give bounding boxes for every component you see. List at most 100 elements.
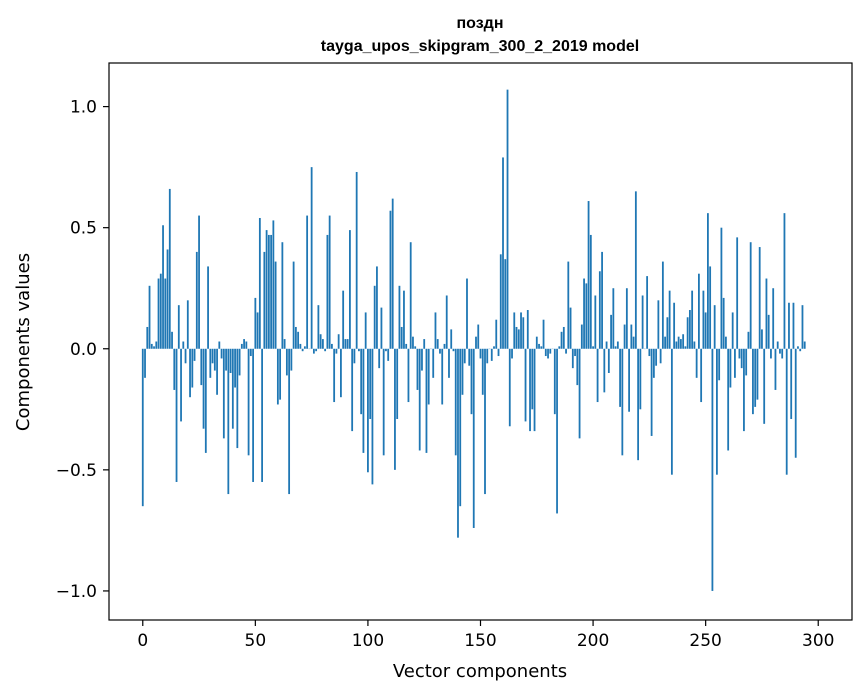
bar xyxy=(747,331,750,349)
bar xyxy=(565,348,567,354)
bar xyxy=(405,343,408,349)
bar xyxy=(616,341,619,349)
bar xyxy=(515,326,518,349)
bar xyxy=(168,188,171,349)
bar xyxy=(184,348,187,364)
bar xyxy=(254,297,257,349)
bar xyxy=(675,341,678,349)
bar xyxy=(677,336,680,349)
bar xyxy=(693,341,696,349)
y-tick-label: 0.5 xyxy=(70,219,97,239)
bar xyxy=(684,346,687,349)
bar xyxy=(704,312,707,349)
bar xyxy=(738,348,741,359)
bar xyxy=(770,348,772,359)
bar xyxy=(758,247,761,349)
bar xyxy=(209,348,212,378)
bar xyxy=(263,251,266,349)
bar xyxy=(506,89,509,349)
chart-title: поздн xyxy=(457,15,504,32)
bar xyxy=(301,348,304,352)
bar xyxy=(785,348,788,475)
bar xyxy=(288,348,291,495)
bar xyxy=(144,348,146,378)
bar xyxy=(281,242,284,349)
bar xyxy=(173,348,176,390)
plot-frame xyxy=(108,62,853,621)
bar xyxy=(632,336,635,349)
bar xyxy=(412,336,414,349)
bar xyxy=(517,329,520,349)
bar xyxy=(783,213,786,349)
bar xyxy=(585,283,588,349)
bar xyxy=(272,220,275,349)
bar xyxy=(231,348,234,429)
bar xyxy=(646,276,649,349)
bar xyxy=(761,329,763,349)
bar xyxy=(436,339,439,349)
bar xyxy=(648,348,651,357)
bar xyxy=(481,348,484,395)
bar xyxy=(222,348,225,439)
bar xyxy=(229,348,232,373)
bar xyxy=(391,198,394,349)
bar xyxy=(146,326,149,349)
bar xyxy=(166,249,169,349)
bar xyxy=(220,348,223,359)
bar xyxy=(700,348,703,403)
bar xyxy=(234,348,236,388)
y-tick-label: −0.5 xyxy=(56,461,97,481)
bar xyxy=(479,348,482,359)
bar xyxy=(520,312,522,349)
bar xyxy=(466,278,468,349)
bar xyxy=(772,288,775,349)
bar xyxy=(162,225,164,349)
bar xyxy=(177,305,180,349)
bar xyxy=(657,300,660,349)
bar xyxy=(285,348,288,376)
bar xyxy=(499,254,502,349)
bar xyxy=(587,201,590,349)
bar xyxy=(218,341,221,349)
bar xyxy=(358,348,360,352)
bar xyxy=(227,348,230,495)
bar xyxy=(774,348,777,390)
bar xyxy=(630,324,633,349)
bar xyxy=(803,341,806,349)
bar xyxy=(193,348,196,361)
bar xyxy=(763,348,766,424)
bar xyxy=(776,341,779,349)
bar xyxy=(247,348,250,456)
bar xyxy=(790,348,793,419)
bar xyxy=(321,339,324,349)
bar xyxy=(553,348,556,415)
bar xyxy=(317,305,320,349)
bar xyxy=(157,278,160,349)
bar xyxy=(794,348,797,458)
bar xyxy=(256,312,259,349)
bar xyxy=(434,312,437,349)
bar xyxy=(416,348,419,390)
bar xyxy=(477,324,480,349)
bar xyxy=(310,167,313,349)
bar xyxy=(781,348,784,359)
bar xyxy=(524,348,527,422)
bar xyxy=(535,336,538,349)
bar xyxy=(612,288,615,349)
y-axis-ticks: −1.0 −0.5 0.0 0.5 1.0 xyxy=(56,98,109,602)
bar xyxy=(337,334,340,349)
bar xyxy=(637,348,640,461)
bar xyxy=(749,242,752,349)
bar xyxy=(245,341,248,349)
bar xyxy=(191,348,194,388)
bar xyxy=(522,317,525,349)
bar xyxy=(270,234,273,349)
bar xyxy=(734,348,736,378)
bar xyxy=(682,334,685,349)
bar xyxy=(394,348,396,470)
bar xyxy=(403,290,405,349)
bar xyxy=(549,348,552,354)
bar xyxy=(799,348,802,352)
bar xyxy=(204,348,207,453)
